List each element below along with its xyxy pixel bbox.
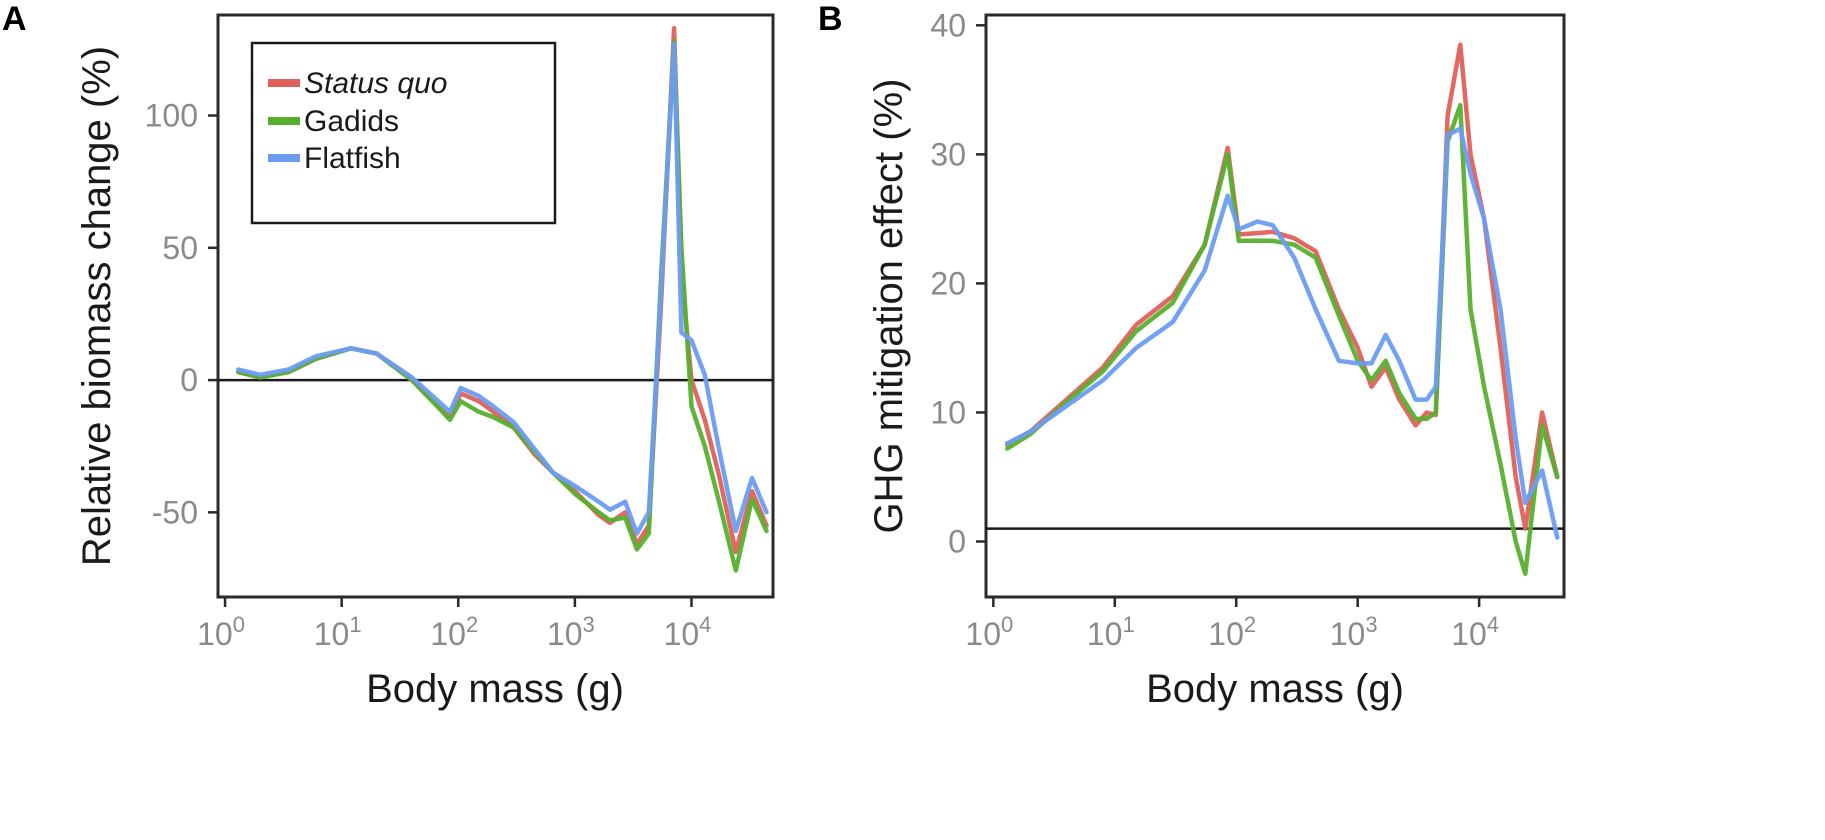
x-tick-exponent: 4 <box>1487 612 1499 637</box>
x-tick-base: 10 <box>1208 616 1244 652</box>
x-tick-label-a-2: 102 <box>430 612 478 652</box>
x-tick-exponent: 2 <box>466 612 478 637</box>
y-tick-label-a-0: 100 <box>145 98 198 134</box>
x-tick-exponent: 0 <box>1001 612 1013 637</box>
x-tick-base: 10 <box>1451 616 1487 652</box>
x-tick-base: 10 <box>965 616 1001 652</box>
x-tick-base: 10 <box>430 616 466 652</box>
y-tick-label-a-3: -50 <box>152 494 198 530</box>
legend-box <box>250 41 557 225</box>
x-tick-base: 10 <box>1330 616 1366 652</box>
x-tick-base: 10 <box>547 616 583 652</box>
x-tick-base: 10 <box>664 616 700 652</box>
legend-label-gadids: Gadids <box>304 105 399 138</box>
series-line-a-flatfish <box>236 41 769 536</box>
series-line-b-flatfish <box>1004 126 1560 540</box>
series-line-b-status-quo <box>1004 42 1560 531</box>
x-tick-base: 10 <box>197 616 233 652</box>
y-tick-label-b-2: 20 <box>930 265 966 301</box>
x-tick-label-a-4: 104 <box>664 612 712 652</box>
y-axis-title-a: Relative biomass change (%) <box>75 46 119 566</box>
y-tick-label-b-0: 40 <box>930 7 966 43</box>
legend-label-status-quo: Status quo <box>304 67 447 100</box>
y-tick-label-b-4: 0 <box>948 524 966 560</box>
x-tick-base: 10 <box>1087 616 1123 652</box>
y-tick-label-a-1: 50 <box>162 230 198 266</box>
series-group-a <box>236 25 769 573</box>
x-tick-label-a-0: 100 <box>197 612 245 652</box>
x-tick-exponent: 3 <box>583 612 595 637</box>
x-tick-label-b-1: 101 <box>1087 612 1135 652</box>
x-tick-exponent: 2 <box>1244 612 1256 637</box>
x-tick-exponent: 1 <box>1122 612 1134 637</box>
x-tick-label-a-3: 103 <box>547 612 595 652</box>
x-tick-label-b-2: 102 <box>1208 612 1256 652</box>
x-axis-title-b: Body mass (g) <box>1146 667 1404 711</box>
x-tick-base: 10 <box>314 616 350 652</box>
panel-letter-b: B <box>818 0 843 38</box>
x-tick-exponent: 3 <box>1365 612 1377 637</box>
y-axis-title-b: GHG mitigation effect (%) <box>867 79 911 534</box>
x-tick-label-b-4: 104 <box>1451 612 1499 652</box>
x-tick-exponent: 1 <box>349 612 361 637</box>
x-tick-label-a-1: 101 <box>314 612 362 652</box>
plot-frame-b <box>984 13 1566 599</box>
series-group-b <box>1004 42 1560 577</box>
legend: Status quo Gadids Flatfish <box>250 41 557 225</box>
panel-letter-a: A <box>2 0 27 38</box>
x-axis-title-a: Body mass (g) <box>366 667 624 711</box>
x-tick-exponent: 0 <box>233 612 245 637</box>
legend-label-flatfish: Flatfish <box>304 142 401 175</box>
y-tick-label-a-2: 0 <box>180 362 198 398</box>
x-tick-label-b-0: 100 <box>965 612 1013 652</box>
x-tick-exponent: 4 <box>699 612 711 637</box>
x-tick-label-b-3: 103 <box>1330 612 1378 652</box>
series-line-b-gadids <box>1004 103 1560 577</box>
y-tick-label-b-1: 30 <box>930 136 966 172</box>
y-tick-label-b-3: 10 <box>930 394 966 430</box>
